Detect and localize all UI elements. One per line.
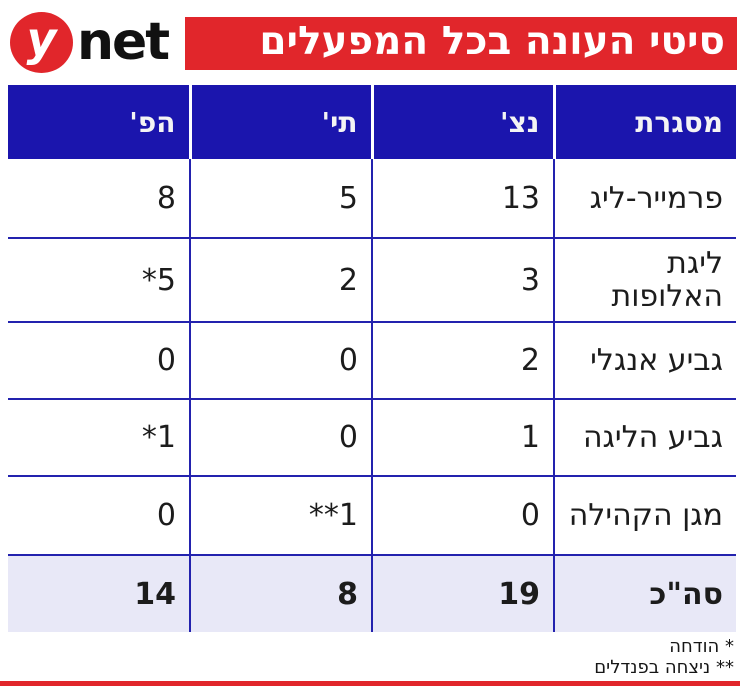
ynet-logo: y net bbox=[10, 11, 170, 73]
table-row: פרמייר-ליג 13 5 8 bbox=[8, 159, 736, 239]
col-header-losses: הפ' bbox=[8, 85, 190, 159]
col-header-draws: תי' bbox=[188, 85, 372, 159]
footnotes: * הודחה ** ניצחה בפנדלים bbox=[594, 636, 734, 678]
draws-value: 0 bbox=[189, 399, 372, 477]
col-header-wins: נצ' bbox=[370, 85, 554, 159]
table-header-row: מסגרת נצ' תי' הפ' bbox=[8, 85, 736, 159]
wins-value: 0 bbox=[371, 476, 554, 556]
total-label: סה"כ bbox=[553, 555, 736, 632]
footnote-penalties: ** ניצחה בפנדלים bbox=[594, 657, 734, 678]
table-row: גביע הליגה 1 0 1* bbox=[8, 399, 736, 477]
footnote-eliminated: * הודחה bbox=[669, 636, 734, 657]
draws-value: 5 bbox=[189, 159, 372, 239]
competition-name: גביע הליגה bbox=[553, 399, 736, 477]
total-losses: 14 bbox=[8, 555, 190, 632]
page-title: סיטי העונה בכל המפעלים bbox=[259, 19, 725, 64]
wins-value: 2 bbox=[371, 322, 554, 400]
table-total-row: סה"כ 19 8 14 bbox=[8, 555, 736, 632]
draws-value: 1** bbox=[189, 476, 372, 556]
competition-name: פרמייר-ליג bbox=[553, 159, 736, 239]
table-row: מגן הקהילה 0 1** 0 bbox=[8, 476, 736, 556]
losses-value: 0 bbox=[8, 476, 190, 556]
competition-name: ליגת האלופות bbox=[553, 238, 736, 323]
total-draws: 8 bbox=[189, 555, 372, 632]
table-row: גביע אנגלי 2 0 0 bbox=[8, 322, 736, 400]
draws-value: 0 bbox=[189, 322, 372, 400]
draws-value: 2 bbox=[189, 238, 372, 323]
wins-value: 1 bbox=[371, 399, 554, 477]
ynet-y-letter: y bbox=[26, 12, 57, 66]
total-wins: 19 bbox=[371, 555, 554, 632]
losses-value: 8 bbox=[8, 159, 190, 239]
losses-value: 5* bbox=[8, 238, 190, 323]
competition-name: גביע אנגלי bbox=[553, 322, 736, 400]
title-banner: סיטי העונה בכל המפעלים bbox=[185, 17, 737, 70]
col-header-competition: מסגרת bbox=[552, 85, 736, 159]
table-row: ליגת האלופות 3 2 5* bbox=[8, 238, 736, 323]
losses-value: 0 bbox=[8, 322, 190, 400]
bottom-red-divider bbox=[0, 681, 740, 686]
wins-value: 3 bbox=[371, 238, 554, 323]
ynet-y-icon: y bbox=[10, 11, 73, 73]
losses-value: 1* bbox=[8, 399, 190, 477]
competition-name: מגן הקהילה bbox=[553, 476, 736, 556]
ynet-logo-text: net bbox=[77, 12, 170, 72]
season-stats-table: מסגרת נצ' תי' הפ' פרמייר-ליג 13 5 8 ליגת… bbox=[8, 85, 736, 632]
wins-value: 13 bbox=[371, 159, 554, 239]
